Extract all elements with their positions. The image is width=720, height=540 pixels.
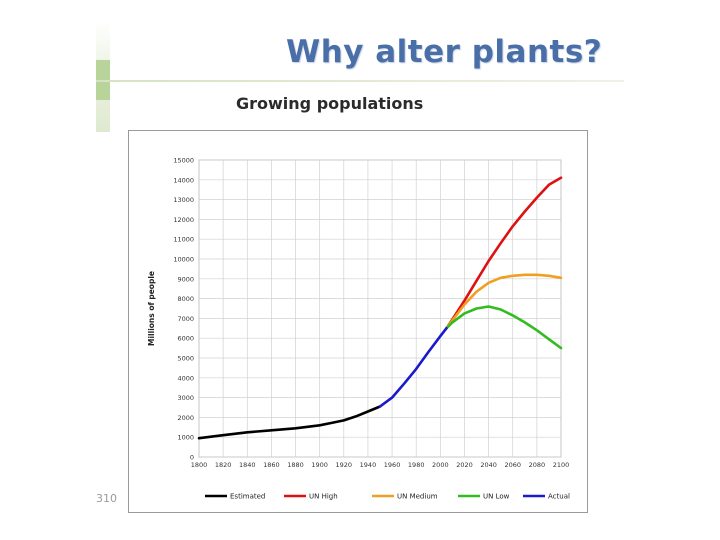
x-tick-label: 2100 [553,461,570,469]
legend-label-estimated: Estimated [230,493,265,501]
y-tick-label: 8000 [177,295,194,303]
slide-subtitle: Growing populations [236,94,424,113]
y-tick-label: 0 [190,454,194,462]
legend-label-un-medium: UN Medium [397,493,438,501]
population-chart: 1800 1820 1840 1860 1880 1900 1920 1940 1960 1980… [147,157,570,501]
y-axis-label: Millions of people [147,271,156,346]
y-tick-label: 15000 [173,157,194,165]
x-tick-label: 1920 [336,461,353,469]
title-underline [96,80,624,82]
chart-grid [198,159,562,458]
y-tick-label: 1000 [177,434,194,442]
x-tick-label: 1800 [191,461,208,469]
y-tick-label: 10000 [173,256,194,264]
y-tick-label: 3000 [177,394,194,402]
legend-label-actual: Actual [548,493,570,501]
x-tick-label: 1940 [360,461,377,469]
page-number: 310 [96,492,117,505]
x-tick-label: 2060 [504,461,521,469]
series-line-actual [378,327,448,408]
y-tick-label: 6000 [177,335,194,343]
chart-series [197,176,563,440]
x-tick-label: 1900 [311,461,328,469]
series-line-un-medium [445,273,563,330]
x-tick-label: 1820 [215,461,232,469]
series-line-un-high [445,176,563,330]
y-tick-label: 14000 [173,176,194,184]
x-tick-label: 2000 [432,461,449,469]
y-tick-label: 12000 [173,216,194,224]
chart-axes: 1800 1820 1840 1860 1880 1900 1920 1940 1960 1980… [147,157,569,470]
x-tick-label: 1880 [287,461,304,469]
slide-title: Why alter plants? [286,34,603,70]
y-tick-label: 11000 [173,236,194,244]
y-tick-label: 13000 [173,196,194,204]
legend-label-un-low: UN Low [483,493,510,501]
y-tick-label: 9000 [177,275,194,283]
x-tick-label: 1980 [408,461,425,469]
x-tick-label: 1960 [384,461,401,469]
y-tick-label: 2000 [177,414,194,422]
y-tick-label: 7000 [177,315,194,323]
series-line-un-low [445,305,563,350]
x-tick-label: 2080 [529,461,546,469]
x-tick-label: 2040 [480,461,497,469]
y-tick-label: 4000 [177,374,194,382]
chart-legend: Estimated UN High UN Medium UN Low Actual [205,493,570,501]
y-tick-label: 5000 [177,355,194,363]
x-tick-label: 1840 [239,461,256,469]
x-tick-label: 1860 [263,461,280,469]
x-tick-label: 2020 [456,461,473,469]
plot-area [198,159,562,458]
legend-label-un-high: UN High [309,493,338,501]
series-line-estimated [197,405,382,440]
